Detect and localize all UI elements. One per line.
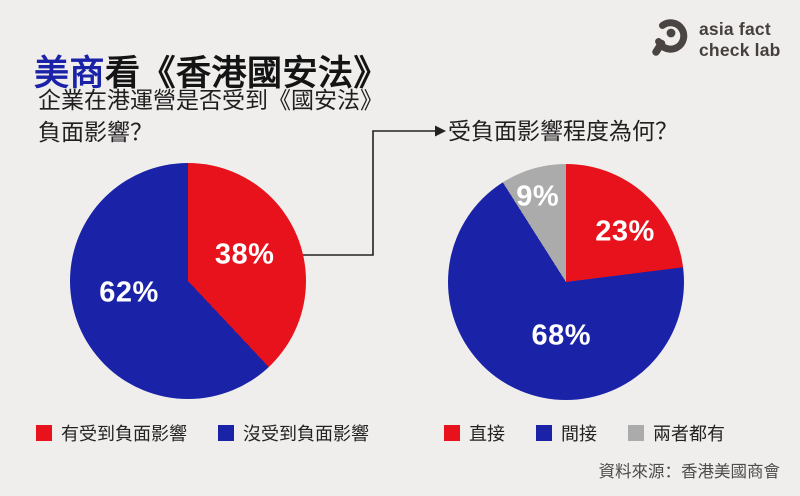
brand-logo-line1: asia fact xyxy=(699,19,771,39)
pie-slice-label: 23% xyxy=(595,215,655,248)
pie-chart-impact: 38% 62% xyxy=(70,163,306,399)
legend-label: 間接 xyxy=(561,424,597,444)
brand-logo-text: asia fact check lab xyxy=(699,19,781,60)
data-source-note: 資料來源：香港美國商會 xyxy=(598,463,781,481)
legend-swatch xyxy=(444,425,460,441)
legend-impact: 有受到負面影響 沒受到負面影響 xyxy=(36,420,369,446)
magnifier-icon xyxy=(650,14,692,65)
left-chart-question-line2: 負面影響？ xyxy=(38,119,153,145)
left-chart-question: 企業在港運營是否受到《國安法》 負面影響？ xyxy=(38,84,383,148)
left-chart-question-line1: 企業在港運營是否受到《國安法》 xyxy=(38,87,383,113)
pie-slice-label: 68% xyxy=(531,319,592,352)
legend-label: 有受到負面影響 xyxy=(61,424,187,444)
legend-item: 兩者都有 xyxy=(628,420,725,446)
page-title-rest: 看《香港國安法》 xyxy=(105,54,390,94)
pie-slice-label: 38% xyxy=(214,238,275,271)
right-chart-question-line1: 受負面影響程度為何？ xyxy=(448,118,678,144)
legend-swatch xyxy=(628,425,644,441)
legend-swatch xyxy=(218,425,234,441)
page-title: 美商看《香港國安法》 xyxy=(34,45,389,96)
legend-impact-degree: 直接 間接 兩者都有 xyxy=(444,420,725,446)
legend-label: 沒受到負面影響 xyxy=(243,424,369,444)
legend-swatch xyxy=(536,425,552,441)
legend-label: 直接 xyxy=(469,424,505,444)
legend-item: 有受到負面影響 xyxy=(36,420,187,446)
legend-item: 沒受到負面影響 xyxy=(218,420,369,446)
brand-logo-line2: check lab xyxy=(699,39,781,60)
legend-label: 兩者都有 xyxy=(653,424,725,444)
pie-chart-impact-degree: 23% 68% 9% xyxy=(448,164,684,400)
page-title-accent: 美商 xyxy=(34,54,106,94)
brand-logo: asia fact check lab xyxy=(650,14,781,65)
pie-slice-label: 62% xyxy=(99,276,159,309)
pie-slice-label: 9% xyxy=(516,180,560,213)
legend-swatch xyxy=(36,425,52,441)
legend-item: 間接 xyxy=(536,420,597,446)
right-chart-question: 受負面影響程度為何？ xyxy=(448,115,678,147)
legend-item: 直接 xyxy=(444,420,505,446)
